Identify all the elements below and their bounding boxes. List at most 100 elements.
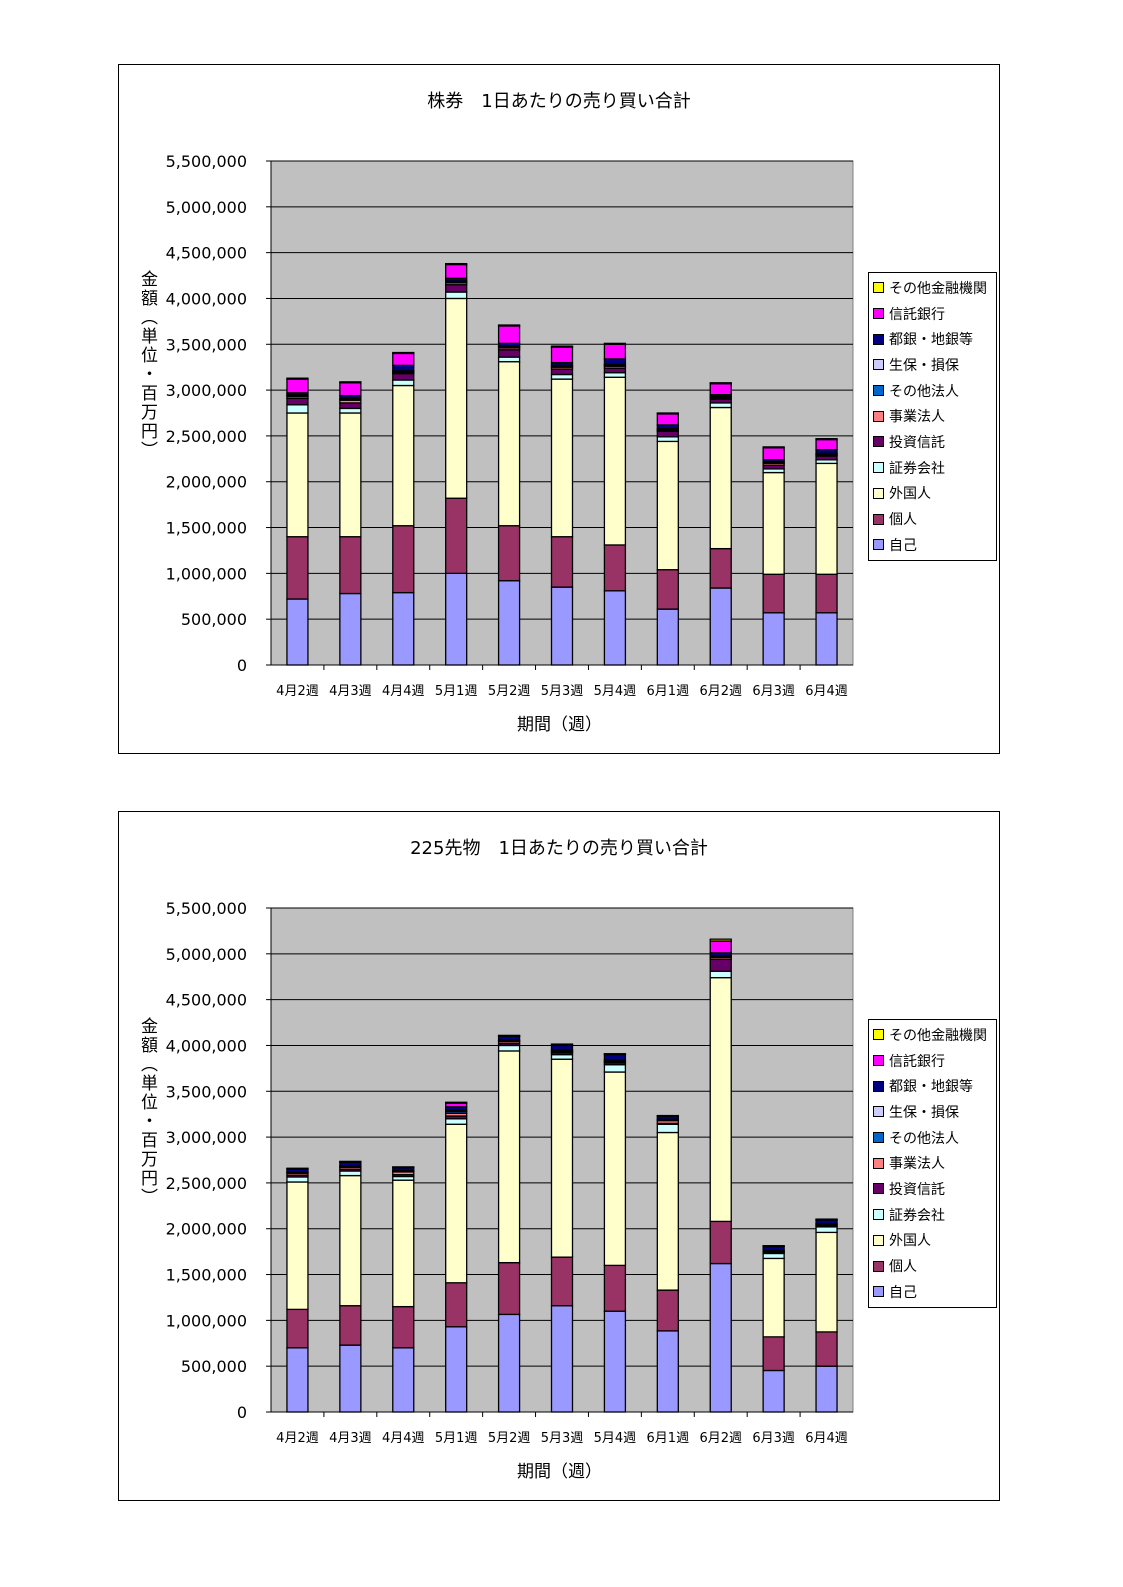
bar-segment xyxy=(603,372,627,378)
legend-item: 信託銀行 xyxy=(869,1048,996,1074)
y-tick-label: 1,500,000 xyxy=(166,519,247,538)
bar-segment xyxy=(497,349,521,358)
bar-segment xyxy=(709,1220,732,1265)
bar-segment xyxy=(550,1305,574,1413)
bar-segment xyxy=(286,377,309,380)
y-tick-label: 1,500,000 xyxy=(166,1266,247,1285)
x-axis-label: 期間（週） xyxy=(517,1462,602,1482)
legend-swatch xyxy=(873,1260,884,1272)
bar-segment xyxy=(815,1218,838,1221)
bar-segment xyxy=(339,592,362,666)
y-tick-label: 2,000,000 xyxy=(166,1220,247,1239)
bar-segment xyxy=(815,1365,838,1413)
y-tick-label: 3,500,000 xyxy=(166,1082,247,1101)
bar-segment xyxy=(603,1064,627,1073)
legend-label: 外国人 xyxy=(889,1233,931,1250)
legend-swatch xyxy=(873,333,884,345)
x-tick-label: 4月2週 xyxy=(276,684,319,699)
bar-segment xyxy=(497,1034,521,1037)
x-tick-label: 6月3週 xyxy=(752,684,795,699)
y-tick-label: 3,000,000 xyxy=(166,1128,247,1147)
bar-segment xyxy=(550,1053,574,1060)
bar-segment xyxy=(603,590,627,666)
bar-segment xyxy=(339,536,362,595)
bar-segment xyxy=(339,1344,362,1413)
bar-segment xyxy=(656,430,679,438)
bar-segment xyxy=(286,397,309,406)
bar-segment xyxy=(392,1166,415,1169)
x-tick-label: 6月3週 xyxy=(752,1431,795,1446)
legend-swatch xyxy=(873,359,884,371)
plot-area: 0 500,000 1,000,000 1,500,000 2,000,000 2,500… xyxy=(166,899,854,1446)
bar-segment xyxy=(815,612,838,666)
legend-swatch xyxy=(873,1055,884,1067)
legend-item: 都銀・地銀等 xyxy=(869,326,996,352)
bar-segment xyxy=(392,364,415,372)
legend-label: 生保・損保 xyxy=(889,1104,959,1121)
bar-segment xyxy=(550,1043,574,1046)
bar-segment xyxy=(286,378,309,394)
bar-segment xyxy=(550,586,574,666)
stock-chart: 株券 1日あたりの売り買い合計 0 500,000 1,000,000 1,500,0… xyxy=(118,64,1000,754)
legend-swatch xyxy=(873,513,884,525)
bar-segment xyxy=(497,361,521,527)
legend-item: 外国人 xyxy=(869,481,996,507)
x-tick-label: 5月3週 xyxy=(541,1431,584,1446)
y-tick-label: 2,000,000 xyxy=(166,473,247,492)
bar-segment xyxy=(497,324,521,327)
legend-label: 投資信託 xyxy=(889,434,945,451)
bar-segment xyxy=(550,345,574,348)
x-tick-label: 5月2週 xyxy=(488,684,531,699)
bar-segment xyxy=(815,1231,838,1333)
legend-item: 証券会社 xyxy=(869,1202,996,1228)
bar-segment xyxy=(286,598,309,666)
y-tick-label: 500,000 xyxy=(181,610,247,629)
legend-label: 事業法人 xyxy=(889,409,945,426)
bar-segment xyxy=(815,438,838,441)
bar-segment xyxy=(762,471,785,575)
legend-item: 事業法人 xyxy=(869,403,996,429)
y-tick-label: 1,000,000 xyxy=(166,1311,247,1330)
bar-segment xyxy=(392,379,415,387)
legend-item: 自己 xyxy=(869,1279,996,1305)
legend-label: 信託銀行 xyxy=(889,306,945,323)
y-tick-label: 0 xyxy=(237,1403,247,1422)
y-tick-label: 4,500,000 xyxy=(166,244,247,263)
legend-swatch xyxy=(873,539,884,551)
x-tick-label: 5月1週 xyxy=(435,684,478,699)
y-axis-label: 金額（単位・百万円） xyxy=(137,1017,157,1207)
x-tick-label: 4月4週 xyxy=(382,1431,425,1446)
bar-segment xyxy=(392,351,415,355)
legend-swatch xyxy=(873,410,884,422)
bar-segment xyxy=(286,536,309,600)
y-tick-label: 2,500,000 xyxy=(166,1174,247,1193)
chart-title: 株券 1日あたりの売り買い合計 xyxy=(427,91,691,112)
bar-segment xyxy=(656,1114,679,1117)
legend-swatch xyxy=(873,1080,884,1092)
bar-segment xyxy=(762,612,785,666)
legend-swatch xyxy=(873,1157,884,1169)
legend-item: 事業法人 xyxy=(869,1150,996,1176)
y-tick-label: 5,500,000 xyxy=(166,152,247,171)
bar-segment xyxy=(709,383,732,396)
legend-item: その他法人 xyxy=(869,378,996,404)
bar-segment xyxy=(497,1044,521,1052)
bar-segment xyxy=(815,462,838,575)
bar-segment xyxy=(762,1369,785,1413)
bar-segment xyxy=(339,1160,362,1163)
bar-segment xyxy=(286,1347,309,1413)
bar-segment xyxy=(286,404,309,414)
legend-item: 個人 xyxy=(869,506,996,532)
bar-segment xyxy=(656,436,679,443)
bar-segment xyxy=(550,368,574,376)
legend-label: その他法人 xyxy=(889,1130,959,1147)
bar-segment xyxy=(497,325,521,345)
bar-segment xyxy=(762,1252,785,1260)
y-tick-label: 5,500,000 xyxy=(166,899,247,918)
x-tick-label: 6月4週 xyxy=(805,1431,848,1446)
bar-segment xyxy=(392,1305,415,1349)
bar-segment xyxy=(392,384,415,527)
legend-swatch xyxy=(873,1106,884,1118)
legend-label: 生保・損保 xyxy=(889,357,959,374)
